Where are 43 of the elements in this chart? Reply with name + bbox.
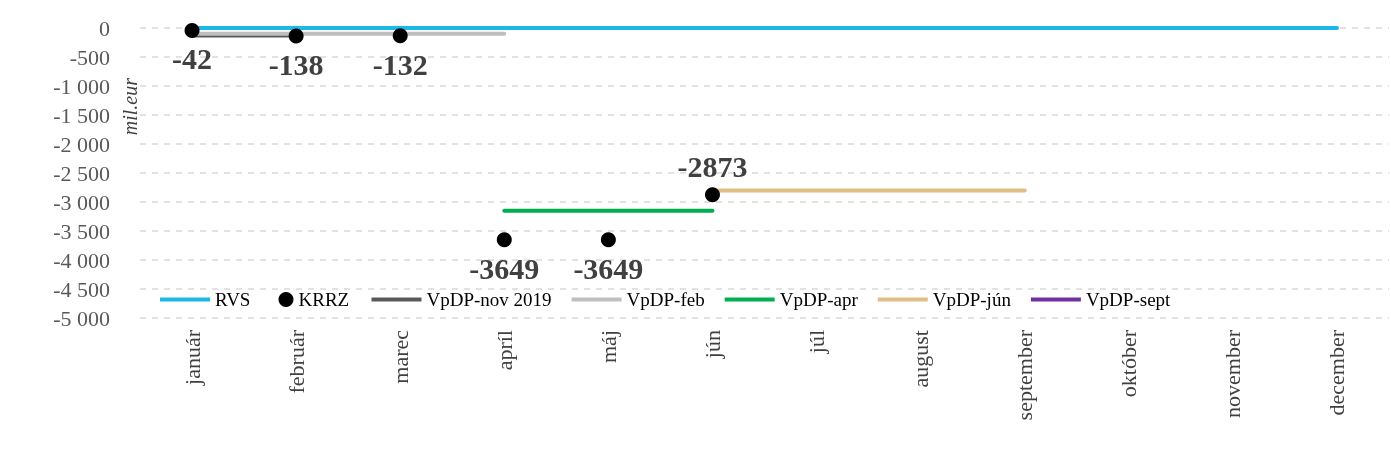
x-tick-label: apríl	[491, 330, 517, 371]
point	[288, 28, 304, 44]
y-tick-label: -4 000	[53, 247, 110, 273]
y-tick-label: -4 500	[53, 276, 110, 302]
y-tick-label: -3 500	[53, 218, 110, 244]
y-tick-label: -1 500	[53, 102, 110, 128]
x-tick-label: október	[1116, 329, 1142, 398]
data-label: -3649	[573, 251, 644, 285]
y-axis-title: mil.eur	[119, 77, 141, 136]
legend-label: VpDP-apr	[779, 289, 859, 310]
x-tick-label: január	[179, 329, 205, 386]
y-tick-label: -1 000	[53, 73, 110, 99]
legend-label: KRRZ	[298, 289, 350, 310]
y-tick-label: -3 000	[53, 189, 110, 215]
y-tick-label: -2 000	[53, 131, 110, 157]
x-tick-label: august	[908, 330, 934, 388]
data-label: -42	[172, 42, 213, 76]
x-tick-label: máj	[595, 330, 621, 363]
point	[704, 187, 720, 203]
y-tick-label: 0	[99, 15, 110, 41]
point	[496, 232, 512, 248]
legend-label: VpDP-sept	[1085, 289, 1172, 310]
x-tick-label: február	[283, 329, 309, 394]
x-tick-label: marec	[387, 329, 413, 384]
legend-label: VpDP-feb	[626, 289, 705, 310]
y-tick-label: -2 500	[53, 160, 110, 186]
x-tick-label: november	[1220, 329, 1246, 418]
legend-label: VpDP-nov 2019	[426, 289, 552, 310]
point	[600, 232, 616, 248]
x-tick-label: september	[1012, 329, 1038, 421]
point	[184, 22, 200, 38]
y-tick-label: -5 000	[53, 305, 110, 331]
legend-label: RVS	[215, 289, 251, 310]
data-label: -132	[372, 47, 428, 81]
point	[392, 28, 408, 44]
x-tick-label: december	[1324, 329, 1350, 416]
data-label: -2873	[677, 149, 748, 183]
legend-label: VpDP-jún	[932, 289, 1012, 310]
x-tick-label: júl	[804, 330, 830, 355]
y-tick-label: -500	[69, 44, 110, 70]
x-tick-label: jún	[699, 330, 725, 360]
data-label: -3649	[469, 251, 540, 285]
data-label: -138	[268, 48, 324, 81]
